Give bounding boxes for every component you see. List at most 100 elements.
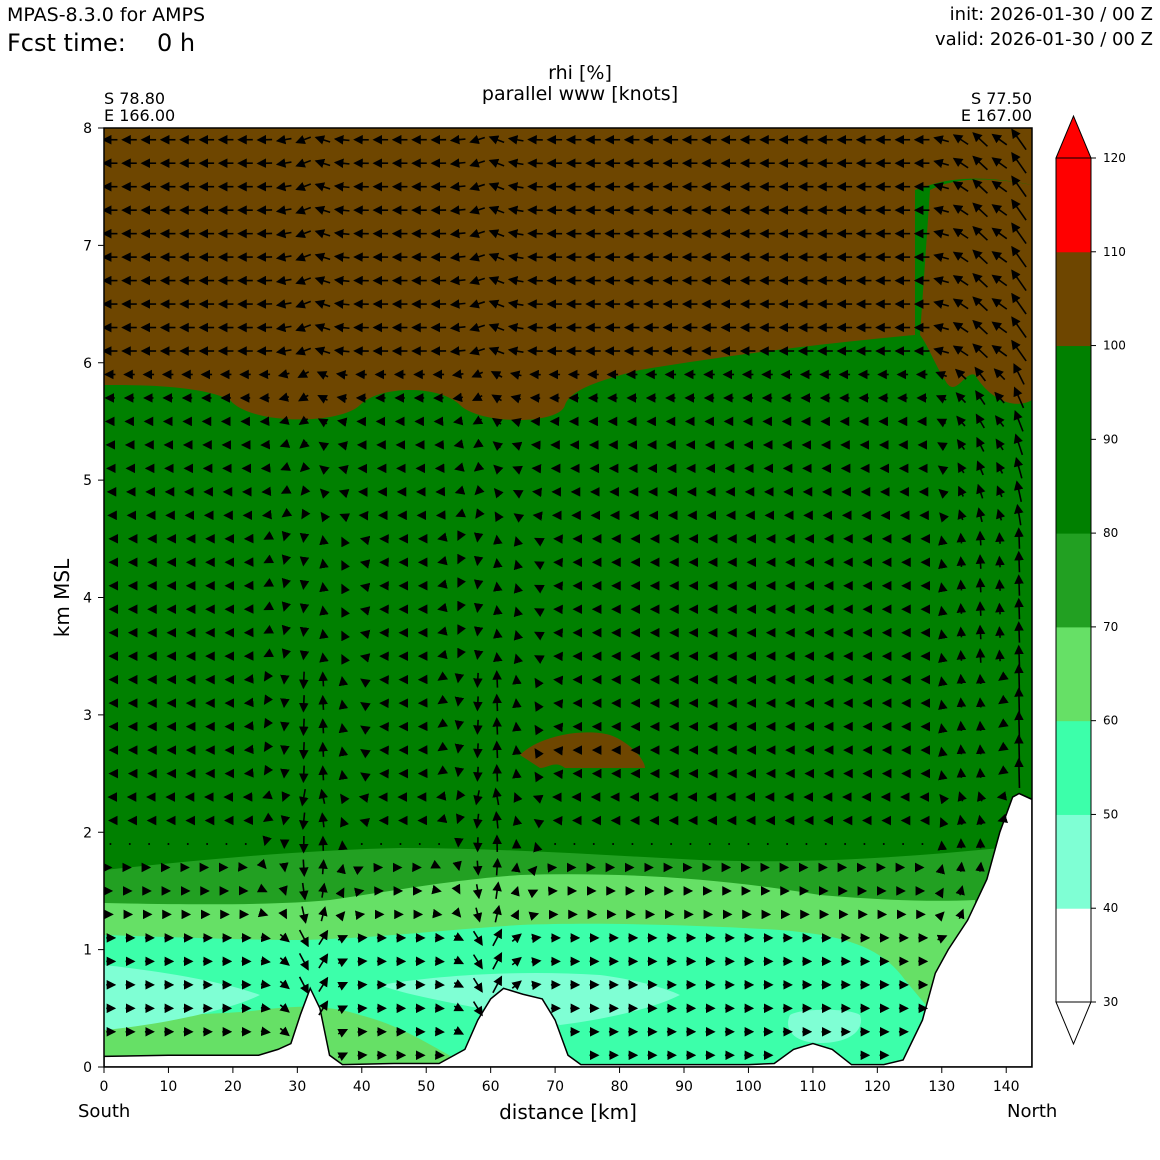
wind-vector — [493, 464, 504, 475]
wind-vector — [507, 135, 524, 145]
wind-vector — [474, 485, 485, 496]
wind-vector — [295, 228, 312, 238]
colorbar-segment — [1056, 720, 1091, 815]
wind-vector — [952, 275, 969, 286]
wind-vector — [449, 181, 466, 192]
wind-vector — [492, 717, 502, 735]
wind-vector — [513, 583, 524, 594]
wind-vector — [337, 958, 349, 968]
wind-vector — [933, 252, 949, 262]
x-tick-label: 0 — [100, 1079, 109, 1095]
wind-vector — [280, 485, 292, 494]
wind-vector — [260, 1026, 271, 1037]
wind-vector — [991, 251, 1008, 263]
wind-vector — [281, 624, 292, 636]
wind-vector — [280, 698, 290, 709]
wind-vector — [281, 554, 292, 565]
wind-vector — [957, 509, 967, 521]
wind-vector — [280, 674, 290, 685]
y-tick-label: 5 — [83, 473, 92, 489]
wind-vector — [954, 368, 967, 380]
wind-vector — [512, 698, 522, 709]
wind-vector — [275, 322, 292, 333]
wind-vector — [338, 699, 349, 710]
wind-vector — [473, 438, 484, 449]
wind-vector — [1011, 245, 1027, 268]
wind-vector — [513, 653, 524, 665]
wind-vector — [938, 746, 948, 757]
wind-vector — [492, 670, 502, 688]
wind-vector — [507, 182, 524, 192]
wind-vector — [975, 413, 985, 429]
wind-vector — [976, 460, 986, 476]
wind-vector — [457, 647, 466, 659]
valid-time: valid: 2026-01-30 / 00 Z — [935, 29, 1153, 50]
wind-vector — [338, 769, 349, 781]
wind-vector — [472, 1001, 483, 1017]
wind-vector — [298, 671, 309, 690]
wind-vector — [449, 346, 466, 356]
wind-vector — [280, 815, 291, 826]
wind-vector — [280, 768, 290, 779]
wind-vector — [939, 793, 950, 805]
wind-vector — [507, 205, 524, 216]
wind-vector — [319, 465, 330, 475]
wind-vector — [263, 717, 274, 729]
wind-vector — [319, 628, 329, 640]
wind-vector — [956, 744, 967, 755]
wind-vector — [280, 462, 291, 471]
wind-vector — [298, 953, 309, 971]
wind-vector — [488, 229, 505, 239]
wind-vector — [449, 228, 466, 239]
wind-vector — [938, 676, 948, 687]
wind-vector — [314, 276, 331, 286]
chart-title: rhi [%] — [548, 62, 612, 84]
direction-north-label: North — [1007, 1101, 1058, 1122]
wind-vector — [975, 767, 986, 778]
wind-vector — [938, 488, 949, 499]
wind-vector — [933, 276, 949, 286]
wind-vector — [938, 605, 948, 617]
wind-vector — [333, 346, 350, 356]
wind-vector — [952, 298, 969, 310]
wind-vector — [955, 908, 965, 920]
wind-vector — [1014, 597, 1024, 620]
wind-vector — [186, 842, 189, 845]
wind-vector — [939, 512, 949, 523]
wind-vector — [510, 394, 522, 404]
wind-vector — [934, 911, 945, 922]
wind-vector — [278, 885, 288, 896]
wind-vector — [456, 813, 465, 825]
wind-vector — [333, 275, 350, 286]
wind-vector — [612, 842, 615, 845]
wind-vector — [952, 345, 969, 357]
wind-vector — [670, 842, 673, 845]
wind-vector — [279, 956, 290, 966]
wind-vector — [975, 673, 986, 684]
wind-vector — [513, 536, 524, 547]
wind-vector — [935, 394, 947, 404]
wind-vector — [260, 979, 271, 990]
wind-vector — [488, 252, 505, 262]
wind-vector — [933, 346, 949, 356]
wind-vector — [972, 179, 988, 194]
wind-vector — [554, 842, 557, 845]
wind-vector — [991, 180, 1008, 193]
wind-vector — [935, 370, 948, 380]
wind-vector — [449, 252, 466, 262]
wind-vector — [952, 134, 969, 146]
wind-vector — [473, 626, 484, 637]
wind-vector — [492, 857, 502, 876]
wind-vector — [766, 842, 769, 845]
wind-vector — [275, 158, 292, 168]
wind-vector — [298, 765, 309, 784]
wind-vector — [972, 155, 988, 171]
wind-vector — [974, 366, 987, 382]
wind-vector — [279, 862, 289, 873]
wind-vector — [472, 415, 484, 425]
wind-vector — [728, 842, 731, 845]
wind-vector — [318, 929, 329, 946]
wind-vector — [933, 135, 949, 145]
wind-vector — [301, 508, 311, 520]
wind-vector — [991, 274, 1008, 287]
